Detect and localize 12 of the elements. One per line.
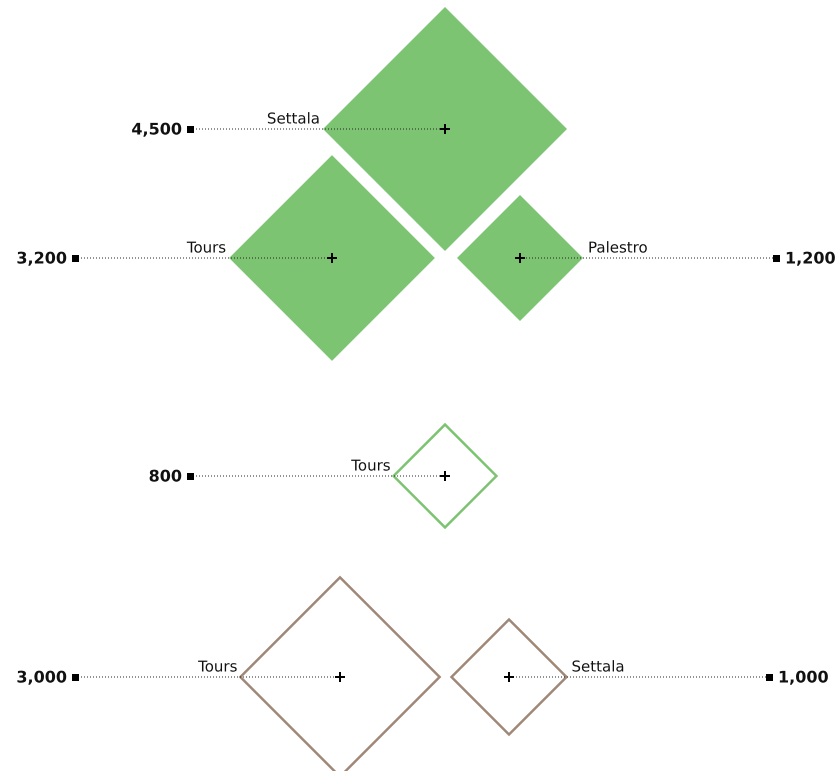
- category-label: Settala: [572, 658, 625, 676]
- data-label: 1,000: [778, 668, 829, 686]
- data-label: 1,200: [785, 248, 836, 268]
- data-label: 800: [148, 466, 182, 486]
- data-label: 3,000: [16, 668, 67, 686]
- data-label: 3,200: [16, 248, 67, 268]
- category-label: Tours: [197, 658, 238, 676]
- category-label: Palestro: [588, 238, 648, 256]
- category-label: Tours: [350, 456, 391, 474]
- category-label: Tours: [186, 238, 226, 256]
- category-label: Settala: [266, 110, 320, 128]
- data-label: 4,500: [131, 120, 182, 138]
